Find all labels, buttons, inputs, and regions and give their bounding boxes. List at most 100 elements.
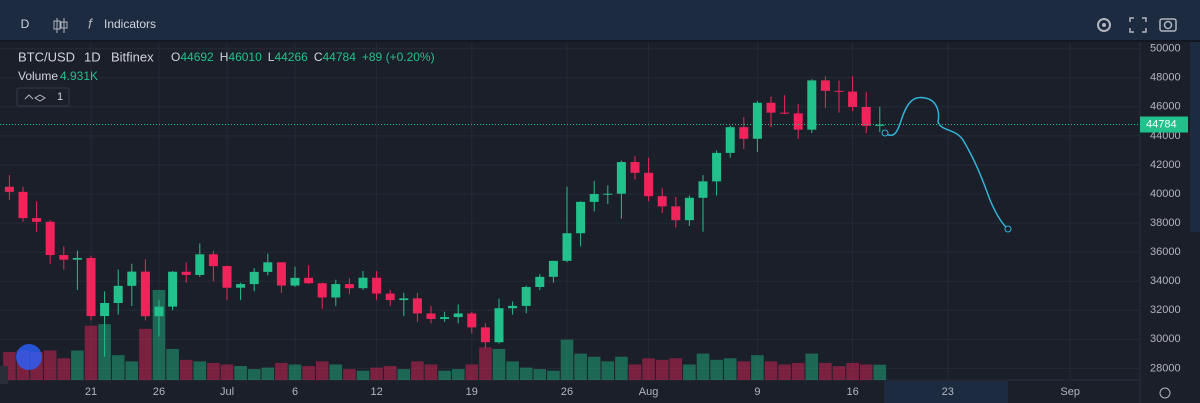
volume-bar [288, 364, 302, 380]
x-tick-label: 9 [754, 386, 760, 398]
candle-body [168, 271, 178, 307]
candle-body [195, 254, 205, 275]
volume-bar [873, 364, 887, 380]
ohlc-letter: H [220, 50, 229, 64]
volume-bar [601, 361, 615, 380]
drawing-line[interactable] [884, 96, 1009, 230]
volume-bar [710, 359, 723, 380]
candle-icon[interactable] [53, 18, 68, 33]
volume-bar [819, 362, 832, 380]
volume-bar [778, 364, 791, 380]
volume-bar [111, 355, 125, 380]
volume-bar [397, 369, 411, 380]
volume-bar [84, 325, 98, 380]
volume-bar [451, 369, 465, 380]
candle-body [467, 313, 477, 328]
volume-bar [370, 367, 383, 380]
candle-body [698, 181, 708, 198]
volume-bar [125, 361, 139, 380]
candle-body [752, 102, 762, 139]
y-tick-label: 46000 [1150, 101, 1181, 113]
candle-body [576, 201, 586, 234]
volume-bar [411, 361, 424, 380]
candle-body [18, 191, 28, 219]
volume-bar [587, 356, 601, 380]
interval: 1D [84, 49, 101, 64]
ohlc-value: 44692 [180, 50, 214, 64]
y-tick-label: 32000 [1150, 304, 1181, 316]
logo-button[interactable] [16, 344, 42, 370]
volume-bar [533, 369, 547, 380]
candle-body [807, 80, 817, 130]
candle-body [317, 283, 327, 298]
candle-body [181, 271, 191, 275]
candle-body [344, 284, 354, 289]
candle-body [331, 284, 341, 298]
volume-bar [723, 358, 737, 380]
layers-icon [34, 94, 46, 102]
candle-body [140, 271, 150, 317]
candle-body [644, 172, 654, 197]
layers-badge[interactable] [16, 87, 70, 107]
drawing-handle[interactable] [881, 129, 889, 137]
candle-body [426, 313, 436, 319]
x-tick-label: 16 [846, 386, 858, 398]
volume-bar [737, 361, 751, 380]
fullscreen-icon[interactable] [1129, 17, 1147, 33]
candle-body [657, 196, 667, 207]
x-tick-label: 19 [466, 386, 478, 398]
y-tick-label: 44000 [1150, 130, 1181, 142]
left-arrow[interactable] [0, 366, 8, 384]
candle-body [739, 127, 749, 139]
toolbar [0, 0, 1200, 40]
indicators-button[interactable]: Indicators [104, 17, 156, 31]
scrollbar[interactable] [1190, 42, 1200, 232]
volume-bar [560, 339, 574, 380]
axis-settings[interactable] [1159, 387, 1171, 399]
volume-bar [479, 347, 492, 380]
volume-bar [329, 364, 343, 380]
candle-body [222, 266, 232, 288]
volume-bar [859, 364, 873, 380]
candle-body [589, 194, 599, 202]
drawing-handle[interactable] [1004, 225, 1012, 233]
camera-icon[interactable] [1159, 18, 1177, 32]
candle-body [875, 124, 885, 126]
volume-bar [846, 362, 859, 380]
volume-bar [71, 350, 84, 380]
candle-body [45, 221, 55, 256]
candle-body [834, 90, 844, 92]
volume-bar [220, 364, 234, 380]
collapse-icon[interactable] [24, 94, 34, 100]
volume-bar [655, 359, 669, 380]
volume-bar [207, 362, 220, 380]
volume-title: Volume [18, 69, 58, 83]
candle-body [630, 162, 640, 173]
last-price-box [1140, 116, 1188, 133]
ohlc-letter: O [171, 50, 180, 64]
toolbar-border [0, 40, 1200, 42]
volume-bar [139, 328, 152, 380]
candle-body [671, 206, 681, 221]
candle-body [290, 277, 300, 286]
volume-bar [438, 370, 451, 380]
volume-bar [764, 361, 778, 380]
candle-body [508, 305, 518, 309]
candle-body [603, 193, 613, 195]
settings-icon[interactable] [1097, 18, 1111, 32]
candle-body [440, 317, 450, 319]
ohlc-letter: C [314, 50, 323, 64]
candle-body [154, 306, 164, 317]
volume-bar [683, 364, 696, 380]
volume-last: 4.931K [60, 69, 98, 83]
exchange: Bitfinex [111, 49, 154, 64]
volume-bar [193, 361, 207, 380]
x-tick-label: 26 [561, 386, 573, 398]
candle-body [848, 91, 858, 107]
legend: BTC/USD 1D Bitfinex Volume 4.931K 1 [16, 49, 154, 107]
x-tick-label: 12 [370, 386, 382, 398]
interval-button[interactable]: D [21, 17, 30, 31]
volume-bar [275, 362, 288, 380]
candle-body [372, 277, 382, 294]
candle-body [725, 127, 735, 153]
